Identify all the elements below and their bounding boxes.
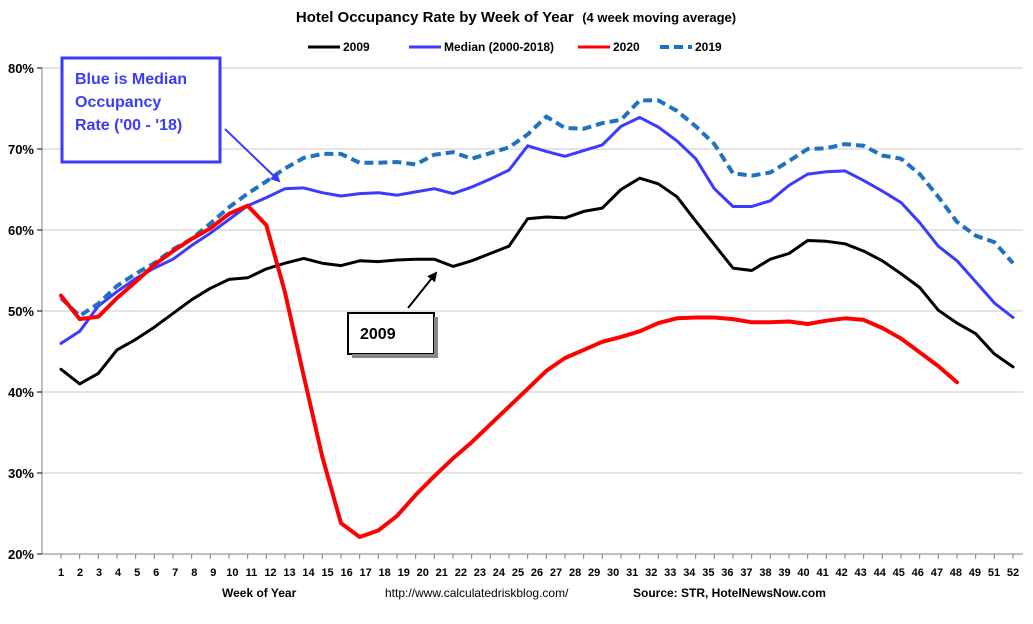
x-tick-label-21: 21 [436, 567, 448, 579]
x-tick-label-45: 45 [893, 567, 905, 579]
x-tick-label-11: 11 [246, 567, 258, 579]
x-tick-label-6: 6 [153, 567, 159, 579]
chart-title-sub: (4 week moving average) [582, 10, 736, 25]
x-tick-label-14: 14 [302, 567, 315, 579]
median-annotation: Blue is Median Occupancy Rate ('00 - '18… [60, 56, 281, 183]
legend-label-2019: 2019 [695, 40, 722, 54]
median-annotation-line-3: Rate ('00 - '18) [75, 117, 182, 134]
x-tick-label-35: 35 [702, 567, 714, 579]
y-tick-label-50: 50% [8, 304, 34, 319]
series-line-2019 [59, 98, 1015, 318]
x-tick-label-22: 22 [455, 567, 467, 579]
annotation-2009-label: 2009 [360, 326, 396, 343]
x-tick-label-32: 32 [645, 567, 657, 579]
x-tick-label-48: 48 [950, 567, 962, 579]
x-tick-label-25: 25 [512, 567, 524, 579]
x-tick-label-42: 42 [836, 567, 848, 579]
y-tick-label-80: 80% [8, 61, 34, 76]
x-tick-label-2: 2 [77, 567, 83, 579]
x-tick-label-3: 3 [96, 567, 102, 579]
x-tick-label-23: 23 [474, 567, 486, 579]
median-annotation-line-1: Blue is Median [75, 71, 187, 88]
annotation-2009-arrow [407, 271, 438, 309]
x-tick-label-47: 47 [931, 567, 943, 579]
x-tick-label-38: 38 [759, 567, 771, 579]
x-tick-label-16: 16 [340, 567, 352, 579]
x-tick-label-33: 33 [664, 567, 676, 579]
x-tick-label-13: 13 [283, 567, 295, 579]
series-line-median-2000-2018 [59, 115, 1015, 345]
x-axis-ticks: 1 2 3 4 5 6 7 8 9 10 11 12 13 14 15 16 17 18 19 20 21 22 23 24 2… [58, 554, 1019, 579]
x-tick-label-9: 9 [210, 567, 216, 579]
x-tick-label-26: 26 [531, 567, 543, 579]
x-tick-label-29: 29 [588, 567, 600, 579]
x-tick-label-12: 12 [264, 567, 276, 579]
x-tick-label-51: 51 [988, 567, 1000, 579]
y-tick-label-60: 60% [8, 223, 34, 238]
series-line-2020 [59, 203, 959, 539]
y-tick-label-40: 40% [8, 385, 34, 400]
x-tick-label-44: 44 [874, 567, 887, 579]
x-tick-label-37: 37 [740, 567, 752, 579]
legend-label-median-2000-2018: Median (2000-2018) [444, 40, 554, 54]
y-tick-label-30: 30% [8, 466, 34, 481]
x-tick-label-43: 43 [855, 567, 867, 579]
chart-title-main: Hotel Occupancy Rate by Week of Year [296, 9, 574, 26]
x-tick-label-31: 31 [626, 567, 638, 579]
x-tick-label-4: 4 [115, 567, 122, 579]
y-tick-label-70: 70% [8, 142, 34, 157]
annotation-2009-shadow-bottom [352, 354, 438, 358]
x-tick-label-34: 34 [683, 567, 696, 579]
x-tick-label-40: 40 [797, 567, 809, 579]
x-tick-label-41: 41 [816, 567, 828, 579]
series-line-2009 [59, 176, 1015, 386]
x-axis-label: Week of Year [222, 586, 297, 600]
x-tick-label-10: 10 [226, 567, 238, 579]
x-tick-label-1: 1 [58, 567, 64, 579]
source-credit: Source: STR, HotelNewsNow.com [633, 586, 826, 600]
legend-label-2009: 2009 [343, 40, 370, 54]
x-tick-label-5: 5 [134, 567, 140, 579]
x-tick-label-17: 17 [360, 567, 372, 579]
x-tick-label-52: 52 [1007, 567, 1019, 579]
x-tick-label-7: 7 [172, 567, 178, 579]
median-annotation-line-2: Occupancy [75, 94, 161, 111]
source-url: http://www.calculatedriskblog.com/ [385, 586, 569, 600]
median-annotation-box [60, 56, 222, 164]
x-tick-label-18: 18 [379, 567, 391, 579]
annotation-2009: 2009 [347, 271, 438, 358]
annotation-2009-shadow-right [434, 317, 438, 358]
x-tick-label-28: 28 [569, 567, 581, 579]
x-tick-label-19: 19 [398, 567, 410, 579]
x-tick-label-24: 24 [493, 567, 506, 579]
series-group [59, 98, 1015, 539]
legend: 2009 Median (2000-2018) 2020 2019 [308, 40, 722, 54]
x-tick-label-36: 36 [721, 567, 733, 579]
x-tick-label-15: 15 [321, 567, 333, 579]
legend-label-2020: 2020 [613, 40, 640, 54]
x-tick-label-39: 39 [778, 567, 790, 579]
chart-title: Hotel Occupancy Rate by Week of Year (4 … [296, 9, 736, 26]
annotation-2009-box [347, 312, 435, 355]
y-tick-label-20: 20% [8, 547, 34, 562]
x-tick-label-46: 46 [912, 567, 924, 579]
x-tick-label-20: 20 [417, 567, 429, 579]
median-annotation-arrow [224, 128, 281, 183]
x-tick-label-27: 27 [550, 567, 562, 579]
x-tick-label-8: 8 [191, 567, 197, 579]
y-axis-ticks: 20% 30% 40% 50% 60% 70% 80% [8, 61, 42, 562]
x-tick-label-49: 49 [969, 567, 981, 579]
x-tick-label-30: 30 [607, 567, 619, 579]
